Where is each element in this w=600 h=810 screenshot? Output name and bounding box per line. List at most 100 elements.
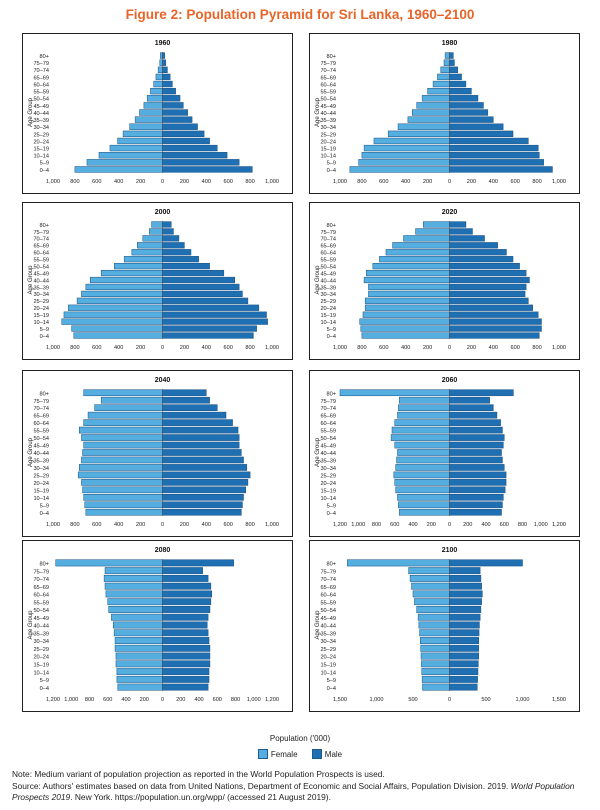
age-label: 35–39 xyxy=(33,118,49,124)
age-label: 5–9 xyxy=(327,327,336,333)
age-label: 75–79 xyxy=(320,61,336,67)
bar-female-2040 xyxy=(81,479,163,486)
bar-female-2100 xyxy=(417,613,450,621)
bar-male-1960 xyxy=(162,159,240,166)
bar-female-2020 xyxy=(364,304,450,311)
source-text: Source: Authors' estimates based on data… xyxy=(12,781,592,803)
tick-label: 1,000 xyxy=(333,179,347,185)
bar-male-2060 xyxy=(449,449,502,456)
tick-label: 200 xyxy=(423,345,432,351)
age-label: 50–54 xyxy=(320,608,336,614)
age-label: 55–59 xyxy=(33,258,49,264)
tick-label: 600 xyxy=(224,522,233,528)
pyramid-panel-2020: 2020 Age Group 0–4 5–9 10–14 15–19 20–24 25–29 3… xyxy=(309,202,580,360)
bar-female-1960 xyxy=(150,87,163,95)
age-label: 15–19 xyxy=(320,663,336,669)
age-label: 40–44 xyxy=(320,624,336,630)
bar-female-2040 xyxy=(94,404,163,411)
age-label: 0–4 xyxy=(40,511,49,517)
age-label: 25–29 xyxy=(33,132,49,138)
age-label: 45–49 xyxy=(320,104,336,110)
tick-label: 1,200 xyxy=(552,522,566,528)
bar-female-2000 xyxy=(123,256,163,263)
bar-male-2100 xyxy=(449,637,479,644)
pyramid-panel-2080: 2080 Age Group 0–4 5–9 10–14 15–19 20–24 25–29 3… xyxy=(22,540,293,712)
bar-female-2060 xyxy=(394,479,450,486)
bar-male-2000 xyxy=(162,304,260,311)
bar-female-2040 xyxy=(82,449,163,456)
tick-label: 1,000 xyxy=(46,345,60,351)
bar-female-1960 xyxy=(74,166,163,173)
age-label: 20–24 xyxy=(320,139,336,145)
bar-female-1980 xyxy=(412,109,450,116)
bar-male-2020 xyxy=(449,235,485,242)
bar-male-2020 xyxy=(449,228,473,235)
bar-male-2040 xyxy=(162,456,244,464)
tick-label: 400 xyxy=(401,345,410,351)
tick-label: 400 xyxy=(202,345,211,351)
tick-label: 800 xyxy=(245,345,254,351)
bar-male-2020 xyxy=(449,221,467,228)
bar-female-1980 xyxy=(358,159,450,166)
age-label: 80+ xyxy=(327,391,337,397)
tick-label: 0 xyxy=(448,179,451,185)
bar-male-2020 xyxy=(449,297,529,304)
tick-label: 800 xyxy=(70,179,79,185)
age-label: 35–39 xyxy=(33,285,49,291)
bar-male-2060 xyxy=(449,434,505,441)
age-label: 35–39 xyxy=(33,459,49,465)
age-label: 5–9 xyxy=(40,678,49,684)
bar-male-2060 xyxy=(449,456,503,464)
bar-male-1960 xyxy=(162,109,188,116)
y-axis-label: Age Group xyxy=(28,265,34,295)
tick-label: 0 xyxy=(161,345,164,351)
tick-label: 800 xyxy=(245,179,254,185)
bar-male-2100 xyxy=(449,613,481,621)
tick-label: 600 xyxy=(103,697,112,703)
bar-female-2000 xyxy=(151,221,163,228)
bar-female-2000 xyxy=(63,311,163,318)
bar-male-2060 xyxy=(449,464,505,471)
bar-female-2020 xyxy=(385,249,450,256)
bar-female-2100 xyxy=(421,668,450,676)
panel-title-2000: 2000 xyxy=(155,209,171,216)
bar-female-2040 xyxy=(83,419,163,426)
bar-female-2080 xyxy=(115,660,163,668)
tick-label: 800 xyxy=(357,179,366,185)
bar-female-2000 xyxy=(89,276,163,284)
bar-male-2060 xyxy=(449,389,514,397)
age-label: 65–69 xyxy=(320,414,336,420)
age-label: 25–29 xyxy=(320,132,336,138)
age-label: 55–59 xyxy=(33,600,49,606)
bar-female-2060 xyxy=(398,501,450,509)
bar-male-2060 xyxy=(449,411,498,419)
tick-label: 400 xyxy=(401,179,410,185)
bar-female-2020 xyxy=(361,332,450,339)
age-label: 65–69 xyxy=(33,414,49,420)
bar-female-2020 xyxy=(379,256,450,263)
bar-female-1980 xyxy=(361,152,450,159)
age-label: 5–9 xyxy=(327,503,336,509)
bar-male-2020 xyxy=(449,276,530,284)
bar-male-2100 xyxy=(449,559,523,567)
tick-label: 400 xyxy=(114,179,123,185)
bar-female-2080 xyxy=(104,567,163,575)
pyramid-panel-1960: 1960 Age Group 0–4 5–9 10–14 15–19 20–24 25–29 3… xyxy=(22,33,293,194)
bar-male-2080 xyxy=(162,567,203,575)
bar-male-1960 xyxy=(162,59,167,66)
bar-female-2100 xyxy=(420,652,450,660)
tick-label: 1,000 xyxy=(265,522,279,528)
bar-male-1980 xyxy=(449,130,514,138)
x-axis-title: Population ('000) xyxy=(269,734,331,743)
bar-male-1960 xyxy=(162,130,205,138)
tick-label: 200 xyxy=(180,345,189,351)
bar-male-1980 xyxy=(449,137,529,145)
bar-male-1960 xyxy=(162,116,193,123)
tick-label: 400 xyxy=(202,179,211,185)
age-label: 40–44 xyxy=(320,451,336,457)
bar-female-2020 xyxy=(403,235,450,242)
age-label: 45–49 xyxy=(33,444,49,450)
tick-label: 1,000 xyxy=(64,697,78,703)
age-label: 40–44 xyxy=(320,111,336,117)
